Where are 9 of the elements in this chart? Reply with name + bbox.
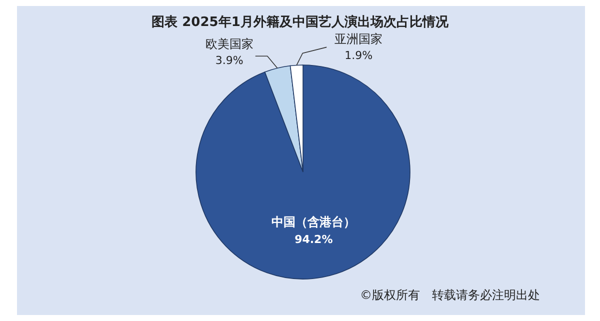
data-label: 3.9% xyxy=(215,54,244,68)
slice-label: 欧美国家 xyxy=(205,37,254,52)
data-label: 94.2% xyxy=(294,232,333,246)
pie-slice xyxy=(196,64,410,280)
chart-title: 图表 2025年1月外籍及中国艺人演出场次占比情况 xyxy=(152,14,450,30)
slice-label: 亚洲国家 xyxy=(334,32,383,46)
slice-label: 中国（含港台） xyxy=(272,214,356,229)
data-label: 1.9% xyxy=(344,49,373,62)
text: ©版权所有 转载请务必注明出处 xyxy=(360,288,540,302)
